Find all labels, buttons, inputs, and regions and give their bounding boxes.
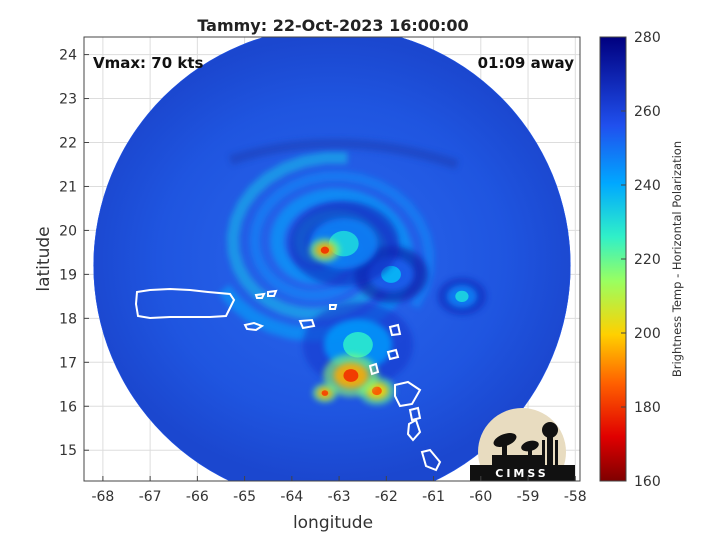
coastline-island [368, 362, 380, 376]
y-tick-label: 15 [59, 443, 77, 459]
y-tick-label: 22 [59, 136, 77, 152]
logo-text: CIMSS [495, 467, 548, 480]
coastline-island [408, 406, 422, 422]
coastline-island [388, 323, 402, 337]
colorbar-tick-label: 240 [634, 178, 661, 194]
coastline-island [84, 282, 90, 296]
x-tick-label: -63 [328, 489, 351, 505]
x-tick-label: -68 [91, 489, 114, 505]
brightness-temp-swath [93, 37, 571, 481]
logo-band [470, 465, 575, 481]
coastline-island [298, 318, 316, 330]
vmax-annotation: Vmax: 70 kts [93, 54, 203, 72]
coastline-island [394, 380, 422, 408]
outer-ring [228, 138, 459, 170]
y-tick-label: 20 [59, 223, 77, 239]
x-tick-label: -58 [564, 489, 587, 505]
colorbar-tick-label: 280 [634, 30, 661, 46]
x-tick-label: -60 [469, 489, 492, 505]
convection-peak [343, 331, 373, 358]
plot-frame [83, 36, 581, 482]
convection-peak [321, 390, 329, 396]
y-tick-label: 18 [59, 311, 77, 327]
colorbar-tick-label: 160 [634, 474, 661, 490]
time-away-annotation: 01:09 away [478, 54, 575, 72]
x-tick-label: -66 [186, 489, 209, 505]
y-tick-label: 23 [59, 92, 77, 108]
y-tick-label: 16 [59, 399, 77, 415]
y-axis-ticks: 15 16 17 18 19 20 21 22 23 24 [59, 48, 89, 459]
x-tick-label: -64 [280, 489, 303, 505]
x-tick-label: -59 [517, 489, 540, 505]
colorbar-tick-label: 220 [634, 252, 661, 268]
y-tick-label: 21 [59, 179, 77, 195]
coastline-island [254, 292, 266, 299]
coastline-island [243, 321, 265, 332]
colorbar-tick-label: 260 [634, 104, 661, 120]
x-tick-label: -61 [422, 489, 445, 505]
colorbar: 160 180 200 220 240 260 280 Brightness Temp - … [599, 30, 684, 490]
convection-peak [320, 246, 330, 254]
y-tick-label: 17 [59, 355, 77, 371]
coastline-island [267, 289, 278, 297]
convection-peak [455, 290, 469, 303]
logo-satellite-dishes [492, 433, 542, 465]
colorbar-ticks: 160 180 200 220 240 260 280 [621, 30, 661, 490]
convective-features [288, 201, 487, 406]
x-axis-label: longitude [293, 513, 373, 533]
plot-area: CIMSS Vmax: 70 kts 01:09 away [84, 37, 580, 481]
y-tick-label: 19 [59, 267, 77, 283]
convection-peak [343, 369, 359, 382]
logo-water-tower [542, 422, 558, 465]
y-axis-label: latitude [34, 226, 54, 291]
coastline-island [420, 448, 442, 472]
coastline-puerto-rico [134, 287, 236, 320]
coastline-island [406, 418, 422, 442]
cimss-logo: CIMSS [470, 408, 575, 481]
coastlines [84, 282, 442, 472]
coastline-island [329, 304, 338, 310]
colorbar-tick-label: 200 [634, 326, 661, 342]
colorbar-tick-label: 180 [634, 400, 661, 416]
coastline-island [386, 348, 400, 361]
convection-peak [371, 386, 382, 396]
x-tick-label: -67 [139, 489, 162, 505]
x-tick-label: -62 [375, 489, 398, 505]
x-tick-label: -65 [233, 489, 256, 505]
y-tick-label: 24 [59, 48, 77, 64]
x-axis-ticks: -68 -67 -66 -65 -64 -63 -62 -61 -60 -59 -58 [91, 476, 587, 505]
chart-title: Tammy: 22-Oct-2023 16:00:00 [197, 16, 468, 35]
colorbar-label: Brightness Temp - Horizontal Polarizatio… [670, 141, 684, 377]
